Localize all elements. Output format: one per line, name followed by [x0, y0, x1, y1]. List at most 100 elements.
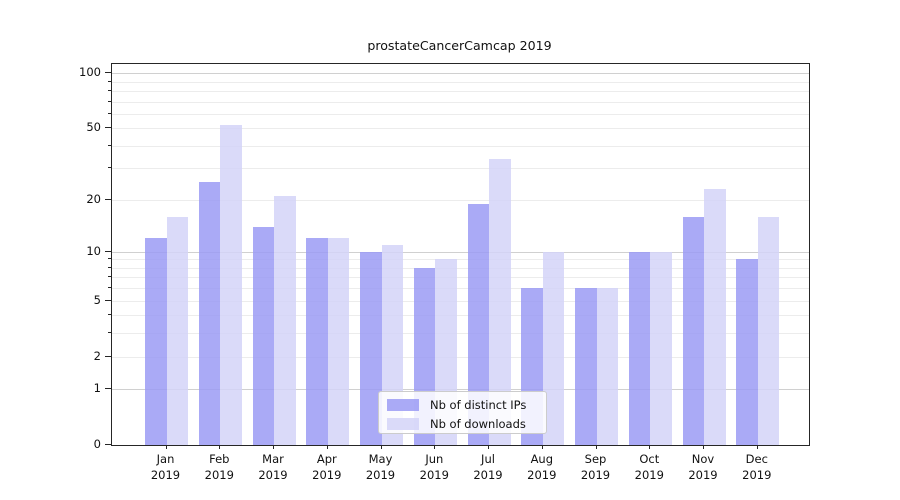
- x-tick: [703, 445, 704, 449]
- y-tick-label: 1: [93, 381, 101, 396]
- y-tick: [105, 198, 111, 200]
- gridline-major: [112, 389, 809, 391]
- x-tick-label: Feb 2019: [204, 452, 234, 482]
- x-tick-label: Apr 2019: [312, 452, 342, 482]
- legend: Nb of distinct IPs Nb of downloads: [378, 391, 547, 434]
- y-tick: [105, 299, 111, 301]
- gridline-minor: [112, 356, 809, 358]
- bar: [274, 195, 296, 445]
- y-minor-tick: [108, 80, 111, 82]
- bar: [596, 288, 618, 445]
- bar: [489, 158, 511, 445]
- gridline-minor: [112, 300, 809, 302]
- y-minor-tick: [108, 287, 111, 289]
- gridline-minor: [112, 277, 809, 279]
- y-tick: [105, 72, 111, 73]
- x-tick: [595, 445, 597, 449]
- gridline-minor: [112, 288, 809, 290]
- x-tick: [165, 445, 167, 449]
- gridline-minor: [112, 113, 809, 115]
- legend-swatch: [387, 398, 419, 411]
- bar: [736, 259, 758, 445]
- y-tick-label: 2: [93, 348, 101, 363]
- y-minor-tick: [108, 100, 111, 102]
- legend-swatch: [387, 417, 419, 430]
- bar: [145, 238, 167, 445]
- x-tick-label: Jan 2019: [150, 452, 181, 482]
- x-tick-label: Aug 2019: [527, 452, 557, 482]
- bar: [198, 182, 221, 445]
- x-tick-label: Jun 2019: [419, 452, 449, 482]
- gridline-major: [112, 251, 809, 253]
- x-tick-label: Nov 2019: [688, 452, 718, 482]
- plot-area: Nb of distinct IPs Nb of downloads: [111, 63, 810, 446]
- y-tick: [105, 127, 111, 129]
- x-tick: [649, 445, 651, 449]
- legend-entry: Nb of distinct IPs: [379, 396, 546, 413]
- y-tick-label: 50: [86, 120, 101, 135]
- x-tick-label: May 2019: [365, 452, 396, 482]
- bar: [360, 251, 382, 445]
- y-tick-label: 100: [79, 65, 101, 79]
- bar: [306, 238, 328, 445]
- gridline-minor: [112, 199, 809, 201]
- gridline-minor: [112, 168, 809, 170]
- y-minor-tick: [108, 167, 111, 169]
- legend-entry-label: Nb of downloads: [430, 416, 526, 431]
- y-minor-tick: [108, 332, 111, 334]
- x-tick: [541, 445, 543, 449]
- y-minor-tick: [108, 89, 111, 91]
- bar: [327, 238, 350, 445]
- gridline-minor: [112, 128, 809, 130]
- gridline-minor: [112, 101, 809, 103]
- y-minor-tick: [108, 144, 111, 146]
- gridline-minor: [112, 267, 809, 269]
- chart-title: prostateCancerCamcap 2019: [367, 38, 552, 53]
- bar: [575, 288, 597, 445]
- x-tick-label: Dec 2019: [742, 452, 772, 482]
- x-tick: [219, 445, 221, 449]
- bar: [467, 203, 489, 445]
- y-tick-label: 10: [86, 243, 101, 258]
- y-tick: [105, 355, 111, 357]
- x-tick-label: Oct 2019: [634, 452, 664, 482]
- bar: [682, 216, 704, 445]
- bar: [166, 216, 188, 445]
- y-minor-tick: [108, 258, 111, 260]
- y-minor-tick: [108, 314, 111, 316]
- y-tick: [105, 388, 111, 390]
- bar: [252, 226, 274, 445]
- bar: [757, 216, 780, 445]
- x-tick: [434, 445, 436, 449]
- y-tick-label: 5: [93, 292, 101, 307]
- x-tick: [273, 445, 274, 449]
- y-tick: [105, 444, 111, 445]
- y-tick-label: 20: [86, 191, 101, 206]
- x-tick: [488, 445, 489, 449]
- x-tick-label: Mar 2019: [258, 452, 288, 482]
- y-tick-label: 0: [93, 437, 101, 451]
- bar: [650, 251, 672, 445]
- gridline-minor: [112, 90, 809, 92]
- x-tick: [380, 445, 382, 449]
- gridline-minor: [112, 145, 809, 147]
- legend-entry-label: Nb of distinct IPs: [430, 397, 527, 412]
- gridline-minor: [112, 259, 809, 261]
- gridline-minor: [112, 333, 809, 335]
- x-tick-label: Sep 2019: [580, 452, 611, 482]
- gridline-minor: [112, 315, 809, 317]
- legend-entry: Nb of downloads: [379, 415, 546, 432]
- y-minor-tick: [108, 276, 111, 278]
- bar: [220, 125, 242, 445]
- bar: [704, 188, 726, 445]
- y-minor-tick: [108, 112, 111, 114]
- x-tick: [756, 445, 758, 449]
- bar: [542, 251, 565, 445]
- x-tick: [326, 445, 328, 449]
- bar: [628, 251, 651, 445]
- gridline-minor: [112, 81, 809, 83]
- y-minor-tick: [108, 266, 111, 268]
- x-tick-label: Jul 2019: [473, 452, 503, 482]
- gridline-major: [112, 73, 809, 74]
